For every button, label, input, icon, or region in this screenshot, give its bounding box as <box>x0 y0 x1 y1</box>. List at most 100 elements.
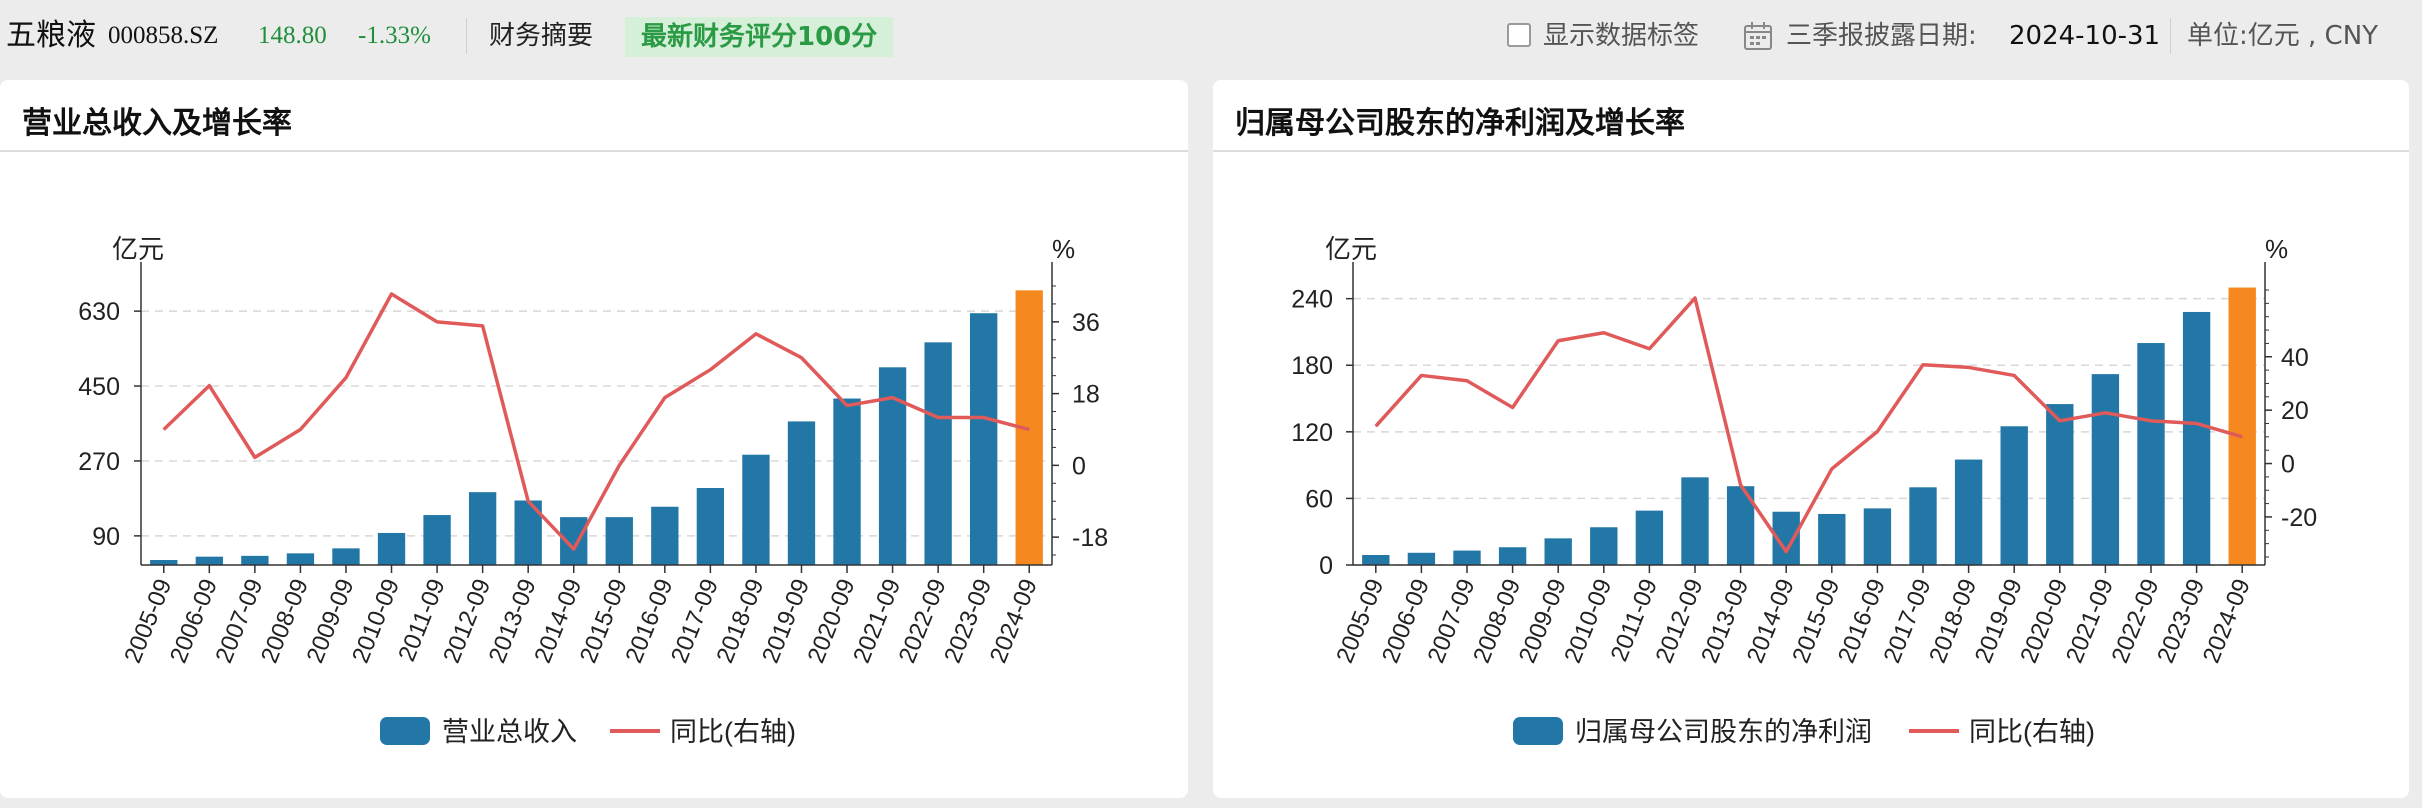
bar <box>2228 287 2256 565</box>
yoy-point <box>892 397 894 399</box>
bar <box>2046 404 2074 565</box>
bar <box>468 492 497 565</box>
stock-name[interactable]: 五粮液 <box>6 18 96 53</box>
yoy-point <box>800 357 802 359</box>
legend-bar-swatch <box>1513 717 1563 745</box>
legend-bar-label: 归属母公司股东的净利润 <box>1575 717 1872 747</box>
yoy-point <box>1557 340 1559 342</box>
bar <box>970 313 998 565</box>
yoy-line <box>1374 296 2243 554</box>
bar <box>2182 311 2211 565</box>
yoy-point <box>299 428 301 430</box>
bar <box>2091 374 2120 565</box>
bar <box>833 398 861 565</box>
yoy-point <box>573 548 575 550</box>
bar <box>1954 459 1983 565</box>
bar <box>1544 538 1572 565</box>
left-tick-label: 450 <box>78 373 120 401</box>
show-labels-label[interactable]: 显示数据标签 <box>1543 21 1700 51</box>
yoy-point <box>1922 364 1924 366</box>
yoy-point <box>527 500 529 502</box>
yoy-point <box>391 293 393 295</box>
divider <box>466 18 467 54</box>
bar <box>1863 508 1892 565</box>
yoy-point <box>2241 436 2243 438</box>
calendar-icon <box>1744 22 1772 50</box>
yoy-point <box>937 417 939 419</box>
bar <box>1681 477 1709 565</box>
net-profit-chart-panel: 归属母公司股东的净利润及增长率 0 60 120 180 240 -20 0 20 40 亿元% 2… <box>1213 80 2409 798</box>
disclose-date-value: 2024-10-31 <box>2009 21 2161 51</box>
bar <box>377 532 406 565</box>
yoy-point <box>1420 374 1422 376</box>
bar <box>423 515 451 565</box>
right-tick-label: -20 <box>2281 504 2317 532</box>
bar <box>742 454 770 565</box>
stock-header: 五粮液 000858.SZ 148.80 -1.33% 财务摘要 最新财务评分1… <box>0 0 2422 72</box>
yoy-point <box>618 464 620 466</box>
yoy-point <box>709 369 711 371</box>
yoy-point <box>755 333 757 335</box>
legend-bar-label: 营业总收入 <box>442 717 577 747</box>
bar <box>787 421 816 565</box>
yoy-point <box>1876 431 1878 433</box>
bar <box>195 556 223 565</box>
unit-label: 单位:亿元 , CNY <box>2187 21 2379 51</box>
chart-title: 营业总收入及增长率 <box>22 107 292 140</box>
yoy-point <box>983 417 985 419</box>
bar <box>1407 552 1436 565</box>
yoy-point <box>1968 366 1970 368</box>
revenue-chart-panel: 营业总收入及增长率 90 270 450 630 -18 0 18 36 亿元% 2005-09 2… <box>0 80 1188 798</box>
bar <box>651 506 679 565</box>
left-tick-label: 270 <box>78 448 120 476</box>
show-labels-checkbox[interactable] <box>1507 23 1531 47</box>
title-divider <box>0 150 1188 152</box>
yoy-point <box>345 377 347 379</box>
left-tick-label: 0 <box>1319 552 1333 580</box>
yoy-point <box>2104 412 2106 414</box>
yoy-point <box>2059 420 2061 422</box>
fin-summary-tab[interactable]: 财务摘要 <box>489 21 594 51</box>
left-tick-label: 60 <box>1305 485 1333 513</box>
left-tick-label: 630 <box>78 298 120 326</box>
yoy-point <box>2013 374 2015 376</box>
yoy-point <box>163 428 165 430</box>
right-tick-label: 20 <box>2281 397 2309 425</box>
right-axis-unit: % <box>2265 234 2288 264</box>
bar <box>1498 547 1527 565</box>
divider <box>2170 18 2171 54</box>
left-tick-label: 90 <box>92 523 120 551</box>
yoy-point <box>1694 297 1696 299</box>
bar <box>150 560 178 565</box>
yoy-point <box>1831 468 1833 470</box>
yoy-point <box>1740 484 1742 486</box>
right-tick-label: 40 <box>2281 344 2309 372</box>
right-tick-label: 0 <box>1072 452 1086 480</box>
yoy-point <box>846 405 848 407</box>
legend-line-label: 同比(右轴) <box>670 717 796 747</box>
bar <box>286 553 315 565</box>
left-tick-label: 120 <box>1291 419 1333 447</box>
bar <box>1635 510 1664 565</box>
bar <box>605 517 633 565</box>
score-badge[interactable]: 最新财务评分100分 <box>625 17 894 57</box>
bar <box>924 342 952 565</box>
bar <box>2000 426 2028 565</box>
yoy-point <box>254 456 256 458</box>
yoy-point <box>1466 380 1468 382</box>
bar <box>332 548 360 565</box>
stock-change: -1.33% <box>358 22 431 49</box>
bar <box>1362 555 1390 565</box>
bar <box>696 488 725 565</box>
bar <box>241 555 269 565</box>
bar <box>1909 487 1937 565</box>
left-axis-unit: 亿元 <box>1325 234 1377 264</box>
title-divider <box>1213 150 2409 152</box>
yoy-point <box>1648 348 1650 350</box>
yoy-point <box>1028 428 1030 430</box>
yoy-point <box>1785 551 1787 553</box>
stock-price: 148.80 <box>258 22 327 49</box>
legend-line-label: 同比(右轴) <box>1969 717 2095 747</box>
